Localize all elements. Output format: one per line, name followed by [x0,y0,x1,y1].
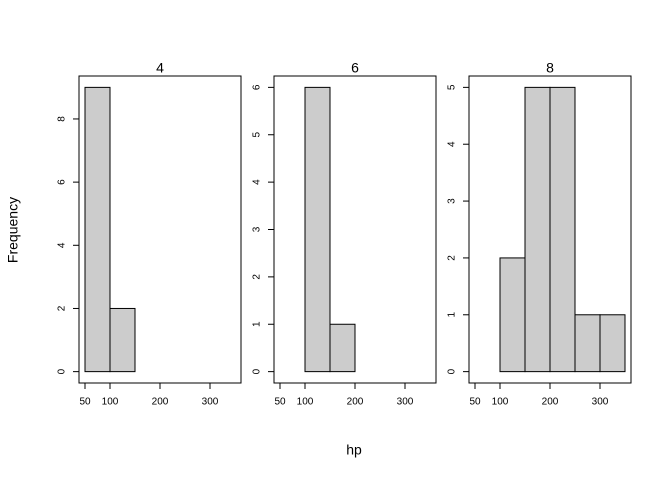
bar [549,86,576,373]
y-tick-label: 3 [252,226,263,232]
bar [599,314,626,373]
y-tick-label: 5 [252,132,263,138]
x-tick-label: 300 [397,397,414,408]
panel-title: 4 [156,60,164,76]
y-tick-label: 5 [447,84,458,90]
x-tick-label: 200 [347,397,364,408]
x-axis-label: hp [346,442,362,458]
bar [304,86,331,373]
y-tick-label: 3 [447,198,458,204]
panel-title: 8 [546,60,554,76]
y-tick-label: 4 [252,179,263,185]
bar [84,86,111,373]
x-tick-label: 200 [152,397,169,408]
x-tick-label: 50 [274,397,286,408]
x-tick-label: 50 [469,397,481,408]
bar [329,323,356,373]
bar [109,307,136,373]
y-tick-label: 0 [252,368,263,374]
x-tick-label: 300 [202,397,219,408]
y-tick-label: 2 [447,255,458,261]
x-tick-label: 100 [297,397,314,408]
y-tick-label: 8 [57,116,68,122]
x-tick-label: 300 [592,397,609,408]
y-tick-label: 0 [57,368,68,374]
y-tick-label: 1 [252,321,263,327]
y-tick-label: 0 [447,368,458,374]
y-axis-label: Frequency [5,197,21,263]
bar [499,257,526,373]
x-tick-label: 50 [79,397,91,408]
x-tick-label: 100 [492,397,509,408]
bar [574,314,601,373]
y-tick-label: 2 [252,274,263,280]
y-tick-label: 6 [57,179,68,185]
y-tick-label: 6 [252,84,263,90]
y-tick-label: 4 [57,242,68,248]
y-tick-label: 2 [57,305,68,311]
bar [524,86,551,373]
x-tick-label: 200 [542,397,559,408]
panel-title: 6 [351,60,359,76]
y-tick-label: 1 [447,312,458,318]
y-tick-label: 4 [447,141,458,147]
x-tick-label: 100 [102,397,119,408]
